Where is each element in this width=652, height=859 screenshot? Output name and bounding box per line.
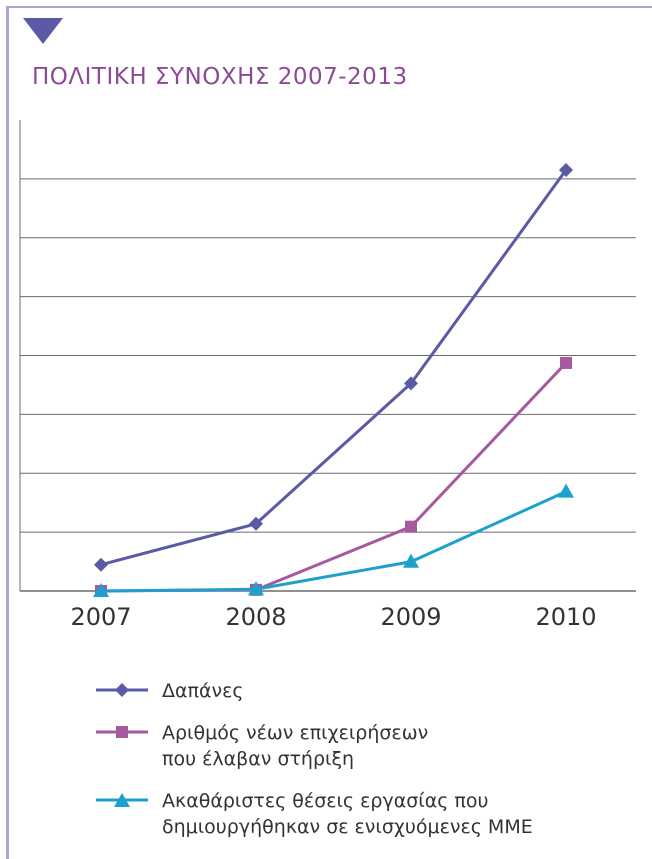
x-axis-ticks: 2007 2008 2009 2010 xyxy=(70,603,596,631)
data-point xyxy=(405,520,417,533)
panel-frame xyxy=(6,6,652,859)
chart-grid xyxy=(19,120,636,592)
chart-series xyxy=(93,163,574,597)
legend-item: Δαπάνες xyxy=(96,678,636,704)
data-point xyxy=(248,581,264,596)
data-point xyxy=(403,553,419,568)
x-tick-label: 2010 xyxy=(535,603,596,631)
data-point xyxy=(560,356,572,369)
series-2 xyxy=(95,356,572,597)
data-point xyxy=(249,516,263,531)
chart-title: ΠΟΛΙΤΙΚΗ ΣΥΝΟΧΗΣ 2007-2013 xyxy=(32,64,408,90)
x-tick-label: 2008 xyxy=(225,603,286,631)
data-point xyxy=(404,376,418,391)
line-chart: 2007 2008 2009 2010 xyxy=(19,120,636,631)
x-tick-label: 2009 xyxy=(380,603,441,631)
series-line xyxy=(100,361,568,593)
legend-diamond-icon xyxy=(96,683,148,697)
data-point xyxy=(94,557,108,572)
legend-item: Αριθμός νέων επιχειρήσεων που έλαβαν στή… xyxy=(96,720,636,772)
legend-square-icon xyxy=(96,726,148,738)
x-tick-label: 2007 xyxy=(70,603,131,631)
legend-label: Ακαθάριστες θέσεις εργασίας που δημιουργ… xyxy=(162,790,533,838)
data-point xyxy=(93,583,109,597)
data-point xyxy=(559,163,573,177)
legend-triangle-icon xyxy=(96,793,148,807)
series-3 xyxy=(93,483,574,597)
data-point xyxy=(558,483,574,498)
legend-item: Ακαθάριστες θέσεις εργασίας που δημιουργ… xyxy=(96,788,636,840)
triangle-marker-icon xyxy=(23,18,63,44)
legend-label: Αριθμός νέων επιχειρήσεων που έλαβαν στή… xyxy=(162,722,429,770)
series-1 xyxy=(94,163,573,572)
chart-legend: Δαπάνες Αριθμός νέων επιχειρήσεων που έλα… xyxy=(96,678,636,856)
legend-label: Δαπάνες xyxy=(162,680,244,702)
series-line xyxy=(100,169,568,567)
series-line xyxy=(100,490,567,593)
